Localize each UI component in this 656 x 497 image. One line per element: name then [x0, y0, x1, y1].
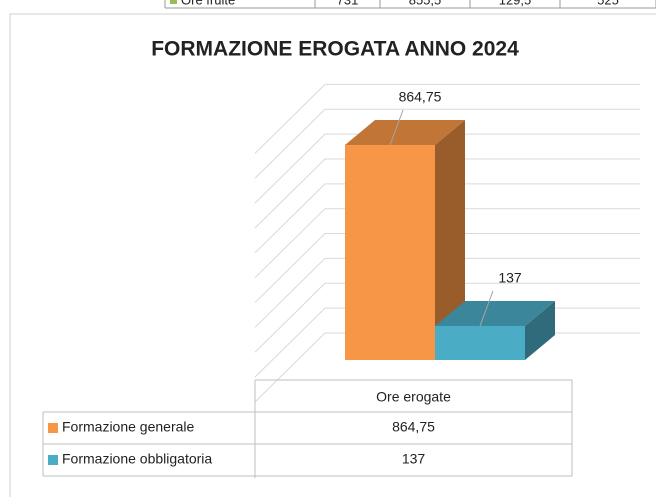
top-table-cell: 855,5: [409, 0, 442, 7]
legend-swatch: [48, 423, 58, 433]
legend-label: Formazione generale: [62, 419, 195, 435]
grid-line: [254, 282, 640, 353]
bar-side: [525, 300, 555, 360]
chart-frame: [9, 13, 656, 497]
bar: [345, 145, 435, 360]
top-table-cell: 525: [597, 0, 619, 7]
grid-line: [254, 108, 640, 179]
grid-line: [254, 208, 640, 279]
chart-title: FORMAZIONE EROGATA ANNO 2024: [151, 38, 519, 61]
leader-line: [389, 109, 404, 146]
top-table-label: Ore fruite: [181, 0, 235, 7]
grid-line: [254, 133, 640, 204]
grid-line: [254, 257, 640, 328]
top-table-cell: 129,5: [499, 0, 532, 7]
legend-swatch: [170, 0, 177, 4]
legend-label: Formazione obbligatoria: [62, 451, 212, 467]
bar-side: [435, 120, 465, 360]
top-table-cell: 731: [337, 0, 359, 7]
grid-line: [254, 158, 640, 229]
table-value: 137: [402, 451, 426, 467]
grid-line: [254, 233, 640, 303]
table-header: Ore erogate: [376, 389, 451, 405]
grid-line: [254, 83, 640, 154]
grid-line: [254, 183, 640, 254]
table-value: 864,75: [392, 419, 435, 435]
leader-line: [479, 290, 494, 327]
data-label: 864,75: [399, 89, 442, 105]
bar-top: [435, 300, 555, 326]
legend-swatch: [48, 455, 58, 465]
bar-top: [345, 120, 465, 146]
bar: [435, 325, 525, 360]
data-label: 137: [498, 270, 522, 286]
